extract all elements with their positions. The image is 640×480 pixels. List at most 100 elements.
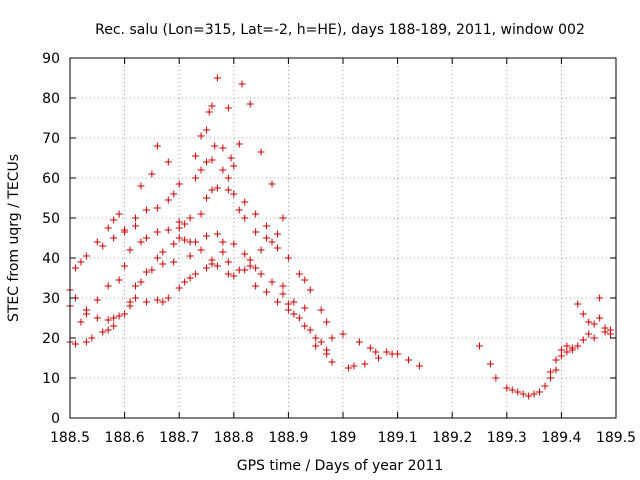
axis-ticks bbox=[69, 57, 617, 419]
data-point bbox=[563, 342, 571, 350]
data-point bbox=[175, 180, 183, 188]
data-point bbox=[279, 282, 287, 290]
data-point bbox=[126, 246, 134, 254]
data-point bbox=[159, 248, 167, 256]
data-point bbox=[405, 356, 413, 364]
data-point bbox=[192, 152, 200, 160]
data-point bbox=[486, 360, 494, 368]
data-point bbox=[88, 334, 96, 342]
data-point bbox=[317, 306, 325, 314]
data-point bbox=[263, 222, 271, 230]
data-point bbox=[273, 230, 281, 238]
data-point bbox=[224, 270, 232, 278]
y-tick-label: 80 bbox=[42, 91, 60, 107]
data-point bbox=[153, 254, 161, 262]
data-point bbox=[170, 240, 178, 248]
data-point bbox=[186, 238, 194, 246]
y-tick-label: 20 bbox=[42, 331, 60, 347]
data-point bbox=[203, 264, 210, 272]
data-point bbox=[211, 142, 219, 150]
data-point bbox=[110, 234, 118, 242]
data-point bbox=[585, 330, 593, 338]
data-point bbox=[235, 266, 243, 274]
data-point bbox=[93, 238, 101, 246]
data-point bbox=[208, 256, 216, 264]
data-point bbox=[492, 374, 500, 382]
data-point bbox=[317, 338, 325, 346]
data-point bbox=[121, 228, 129, 236]
data-point bbox=[142, 206, 150, 214]
data-point bbox=[252, 264, 260, 272]
data-point bbox=[525, 392, 533, 400]
y-tick-label: 90 bbox=[42, 51, 60, 67]
data-point bbox=[99, 328, 107, 336]
data-point bbox=[110, 314, 118, 322]
y-tick-labels: 0 10 20 30 40 50 60 70 80 90 bbox=[42, 51, 60, 427]
data-point bbox=[514, 388, 522, 396]
data-point bbox=[208, 102, 216, 110]
x-tick-label: 189.1 bbox=[378, 430, 418, 446]
data-point bbox=[197, 246, 205, 254]
data-point bbox=[552, 356, 560, 364]
data-point bbox=[175, 218, 183, 226]
data-point bbox=[273, 298, 281, 306]
data-point bbox=[284, 300, 292, 308]
data-point bbox=[219, 248, 227, 256]
data-point bbox=[372, 348, 380, 356]
data-point bbox=[263, 288, 271, 296]
data-point bbox=[148, 170, 156, 178]
data-point bbox=[82, 310, 90, 318]
data-point bbox=[519, 390, 527, 398]
data-point bbox=[170, 190, 178, 198]
data-point bbox=[557, 352, 565, 360]
data-point bbox=[82, 252, 90, 260]
data-point bbox=[563, 348, 571, 356]
data-point bbox=[213, 262, 221, 270]
data-point bbox=[213, 74, 221, 82]
data-point bbox=[301, 322, 309, 330]
data-point bbox=[546, 368, 554, 376]
data-point bbox=[301, 276, 309, 284]
data-point bbox=[388, 350, 396, 358]
data-point bbox=[82, 338, 90, 346]
data-point bbox=[132, 222, 140, 230]
data-point bbox=[208, 186, 216, 194]
data-point bbox=[137, 238, 145, 246]
data-point bbox=[257, 270, 265, 278]
data-point bbox=[186, 274, 194, 282]
data-point bbox=[153, 204, 161, 212]
data-point bbox=[208, 156, 216, 164]
x-tick-label: 189.3 bbox=[487, 430, 527, 446]
data-point bbox=[546, 374, 554, 382]
data-point bbox=[142, 268, 150, 276]
data-point bbox=[476, 342, 483, 350]
data-point bbox=[601, 324, 609, 332]
x-tick-label: 188.5 bbox=[50, 430, 90, 446]
data-point bbox=[295, 270, 303, 278]
data-point bbox=[590, 320, 598, 328]
y-tick-label: 40 bbox=[42, 251, 60, 267]
x-tick-labels: 188.5 188.6 188.7 188.8 188.9 189 189.1 189.2 18… bbox=[50, 430, 636, 446]
data-point bbox=[121, 262, 129, 270]
data-point bbox=[339, 330, 347, 338]
x-tick-label: 189 bbox=[330, 430, 357, 446]
data-point bbox=[508, 386, 516, 394]
y-tick-label: 50 bbox=[42, 211, 60, 227]
data-point bbox=[153, 142, 161, 150]
data-point bbox=[203, 158, 210, 166]
data-point bbox=[159, 260, 167, 268]
data-point bbox=[197, 132, 205, 140]
x-tick-label: 189.4 bbox=[541, 430, 581, 446]
data-point bbox=[159, 298, 167, 306]
data-point bbox=[241, 198, 249, 206]
data-point bbox=[241, 250, 249, 258]
y-tick-label: 10 bbox=[42, 371, 60, 387]
data-point bbox=[590, 334, 598, 342]
data-point bbox=[530, 390, 538, 398]
data-point bbox=[132, 294, 140, 302]
data-point bbox=[306, 326, 314, 334]
data-point bbox=[328, 358, 336, 366]
data-point bbox=[227, 154, 235, 162]
data-point bbox=[366, 344, 374, 352]
data-point bbox=[279, 290, 287, 298]
